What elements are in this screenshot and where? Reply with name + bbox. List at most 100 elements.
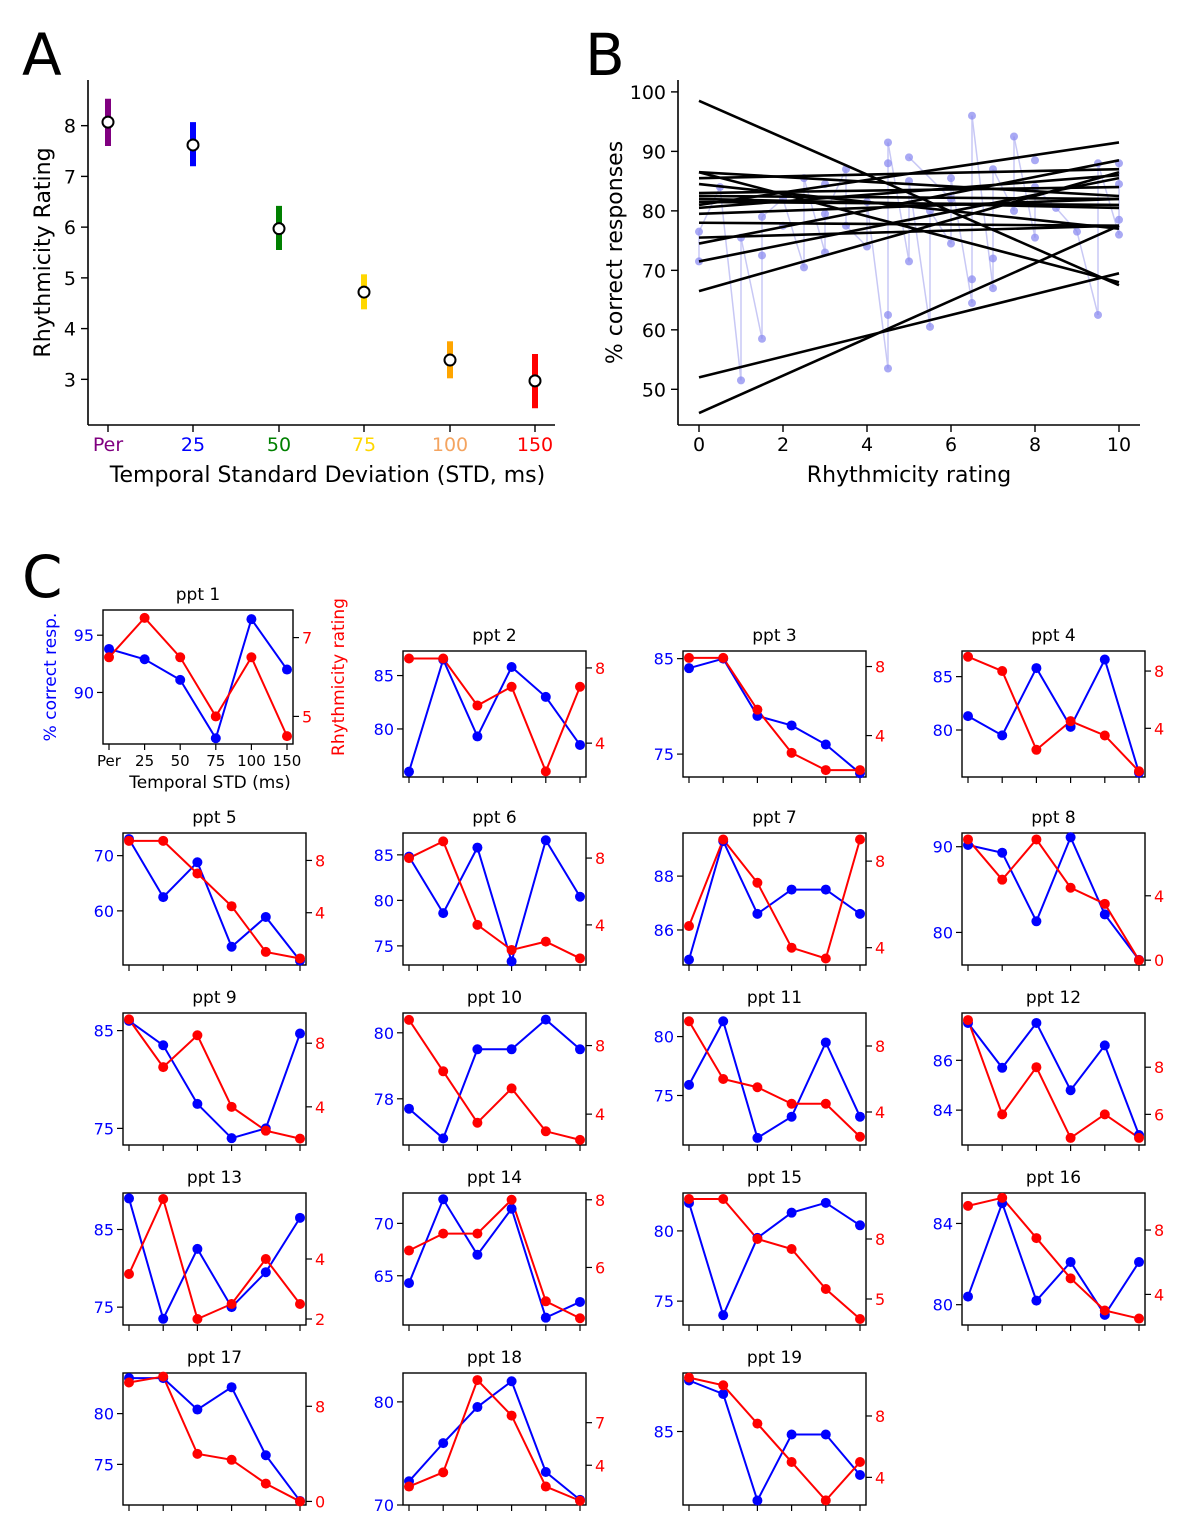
c-accuracy-point (192, 1404, 203, 1415)
c-accuracy-point (540, 1312, 551, 1323)
c-rating-line (409, 657, 581, 775)
b-regression-line (698, 182, 1120, 230)
c-frame (122, 1012, 307, 1146)
c-accuracy-point (963, 711, 973, 722)
c-accuracy-line (408, 837, 581, 965)
c-rating-tick-label: 4 (1154, 719, 1164, 738)
c-subplot-title: ppt 12 (1026, 988, 1081, 1008)
c-subplot-title: ppt 7 (752, 808, 796, 828)
c-rating-point (786, 1244, 797, 1254)
c-accuracy-point (540, 1467, 551, 1477)
c-accuracy-line (967, 1021, 1140, 1136)
b-data-point (821, 209, 829, 218)
c-accuracy-point (210, 733, 221, 744)
c-acc-tick-label: 85 (374, 846, 394, 865)
c-accuracy-point (1099, 654, 1110, 665)
b-x-tick-label: 10 (1107, 434, 1131, 456)
b-data-point (758, 334, 766, 343)
c-acc-tick-label: 80 (374, 1393, 394, 1412)
c-subplot-11: ppt 11 75 80 4 8 (654, 988, 885, 1151)
c-acc-tick-label: 75 (654, 1087, 674, 1106)
c-rating-tick-label: 5 (302, 707, 312, 726)
b-regression-line (698, 159, 1120, 245)
c-accuracy-point (1099, 909, 1110, 920)
c-rating-point (226, 1454, 237, 1465)
c-acc-tick-label: 85 (933, 668, 953, 687)
b-data-point (968, 299, 976, 308)
b-data-point (737, 376, 745, 385)
c-acc-tick-label: 85 (94, 1220, 114, 1239)
c-accuracy-point (684, 1079, 694, 1090)
c-x-tick-label: 100 (237, 752, 266, 770)
c-rating-point (786, 747, 797, 758)
c-rating-point (226, 1299, 237, 1309)
a-y-tick-label: 5 (64, 268, 76, 290)
b-data-point (1115, 230, 1123, 239)
c-accuracy-point (472, 842, 483, 853)
c-rating-tick-label: 6 (595, 1258, 605, 1277)
c-rating-line (967, 1196, 1140, 1320)
c-subplot-title: ppt 8 (1031, 808, 1075, 828)
c-accuracy-point (1065, 1085, 1076, 1096)
c-acc-tick-label: 75 (374, 937, 394, 956)
c-rating-tick-label: 7 (302, 629, 312, 648)
c-subplot-title: ppt 5 (192, 808, 236, 828)
c-x-tick-label: 150 (273, 752, 302, 770)
c-rating-point (1065, 716, 1076, 727)
c-subplot-3: ppt 3 75 85 4 8 (654, 626, 885, 783)
c-rating-point (210, 711, 221, 722)
c-rating-point (1065, 1273, 1076, 1284)
c-accuracy-point (472, 731, 483, 742)
c-subplot-6: ppt 6 75 80 85 4 8 (374, 808, 605, 971)
c-y-axis-label-right: Rhythmicity rating (329, 598, 349, 756)
c-rating-point (1099, 730, 1110, 741)
c-rating-point (820, 765, 831, 776)
c-rating-tick-label: 8 (595, 849, 605, 868)
c-rating-point (506, 1083, 517, 1094)
c-acc-tick-label: 85 (654, 1423, 674, 1442)
b-data-point (758, 251, 766, 260)
c-accuracy-point (718, 1016, 729, 1027)
c-accuracy-point (295, 1212, 305, 1223)
b-x-tick-label: 6 (945, 434, 957, 456)
c-accuracy-line (688, 1018, 861, 1140)
c-rating-line (967, 837, 1140, 961)
c-rating-point (472, 1228, 483, 1239)
c-rating-point (684, 652, 694, 663)
c-subplot-19: ppt 19 85 4 8 (654, 1348, 885, 1511)
c-accuracy-point (404, 766, 414, 777)
c-rating-point (786, 1457, 797, 1468)
c-rating-line (128, 1196, 301, 1321)
c-accuracy-point (438, 1133, 449, 1144)
c-accuracy-point (1065, 1257, 1076, 1268)
c-accuracy-point (997, 1062, 1008, 1073)
a-y-tick-label: 6 (64, 217, 76, 239)
c-accuracy-point (820, 739, 831, 750)
c-acc-tick-label: 90 (933, 838, 953, 857)
c-rating-tick-label: 7 (595, 1414, 605, 1433)
c-accuracy-point (158, 892, 169, 903)
c-x-tick-label: 50 (171, 752, 190, 770)
c-rating-point (1031, 1233, 1042, 1244)
c-accuracy-point (963, 1291, 973, 1302)
c-accuracy-line (688, 1201, 861, 1319)
c-acc-tick-label: 75 (654, 1292, 674, 1311)
c-accuracy-point (260, 911, 271, 922)
c-accuracy-line (967, 834, 1140, 961)
c-frame (961, 1192, 1146, 1326)
c-rating-point (124, 1269, 134, 1279)
a-y-tick-label: 8 (64, 116, 76, 138)
c-acc-tick-label: 84 (933, 1214, 953, 1233)
c-accuracy-point (786, 720, 797, 731)
a-mean-marker (357, 285, 371, 299)
b-data-point (968, 275, 976, 284)
c-frame (402, 1372, 587, 1506)
b-data-point (1010, 206, 1018, 215)
b-regression-line (698, 272, 1120, 379)
c-accuracy-point (246, 614, 257, 625)
c-rating-point (855, 1314, 865, 1324)
c-subplot-title: ppt 15 (747, 1168, 802, 1188)
c-acc-tick-label: 78 (374, 1090, 394, 1109)
b-y-tick-label: 100 (630, 82, 666, 104)
